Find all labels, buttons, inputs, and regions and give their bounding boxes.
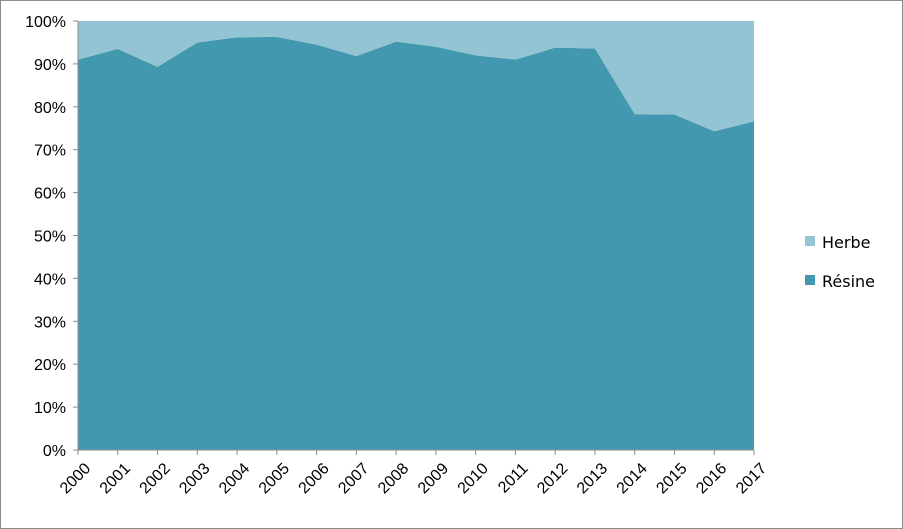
x-tick-label: 2003: [176, 460, 213, 497]
x-tick-label: 2006: [296, 460, 333, 497]
x-axis-ticks: 2000 2001 2002 2003 2004 2005 2006 2007 2008 2009…: [57, 450, 770, 497]
y-tick-label: 20%: [34, 357, 66, 374]
x-tick-label: 2013: [574, 460, 611, 497]
area-r-sine: [78, 36, 754, 451]
y-tick-label: 10%: [34, 400, 66, 417]
y-tick-label: 30%: [34, 314, 66, 331]
y-tick-label: 40%: [34, 271, 66, 288]
x-tick-label: 2017: [733, 460, 770, 497]
x-tick-label: 2012: [534, 460, 571, 497]
y-tick-label: 70%: [34, 143, 66, 160]
y-tick-label: 50%: [34, 229, 66, 246]
x-tick-label: 2005: [256, 460, 293, 497]
x-tick-label: 2011: [495, 460, 531, 496]
x-tick-label: 2007: [335, 460, 372, 497]
legend-label-herbe: Herbe: [822, 233, 870, 252]
legend: Herbe Résine: [805, 233, 875, 291]
x-tick-label: 2010: [455, 460, 492, 497]
x-tick-label: 2009: [415, 460, 452, 497]
area-series-group: [78, 21, 754, 451]
area-herbe: [78, 21, 754, 132]
x-tick-label: 2014: [614, 460, 651, 497]
x-tick-label: 2000: [57, 460, 94, 497]
y-tick-label: 100%: [25, 14, 66, 31]
y-tick-label: 0%: [43, 443, 66, 460]
x-tick-label: 2016: [693, 460, 730, 497]
legend-swatch-herbe: [805, 236, 815, 246]
y-tick-label: 60%: [34, 186, 66, 203]
x-tick-label: 2004: [216, 460, 253, 497]
x-tick-label: 2002: [137, 460, 174, 497]
x-tick-label: 2015: [653, 460, 690, 497]
y-tick-label: 80%: [34, 100, 66, 117]
x-tick-label: 2008: [375, 460, 412, 497]
legend-swatch-resine: [805, 275, 815, 285]
y-axis-ticks: 0% 10% 20% 30% 40% 50% 60% 70% 80% 90% 100%: [25, 14, 78, 460]
y-tick-label: 90%: [34, 57, 66, 74]
x-tick-label: 2001: [97, 460, 134, 497]
legend-label-resine: Résine: [822, 272, 875, 291]
